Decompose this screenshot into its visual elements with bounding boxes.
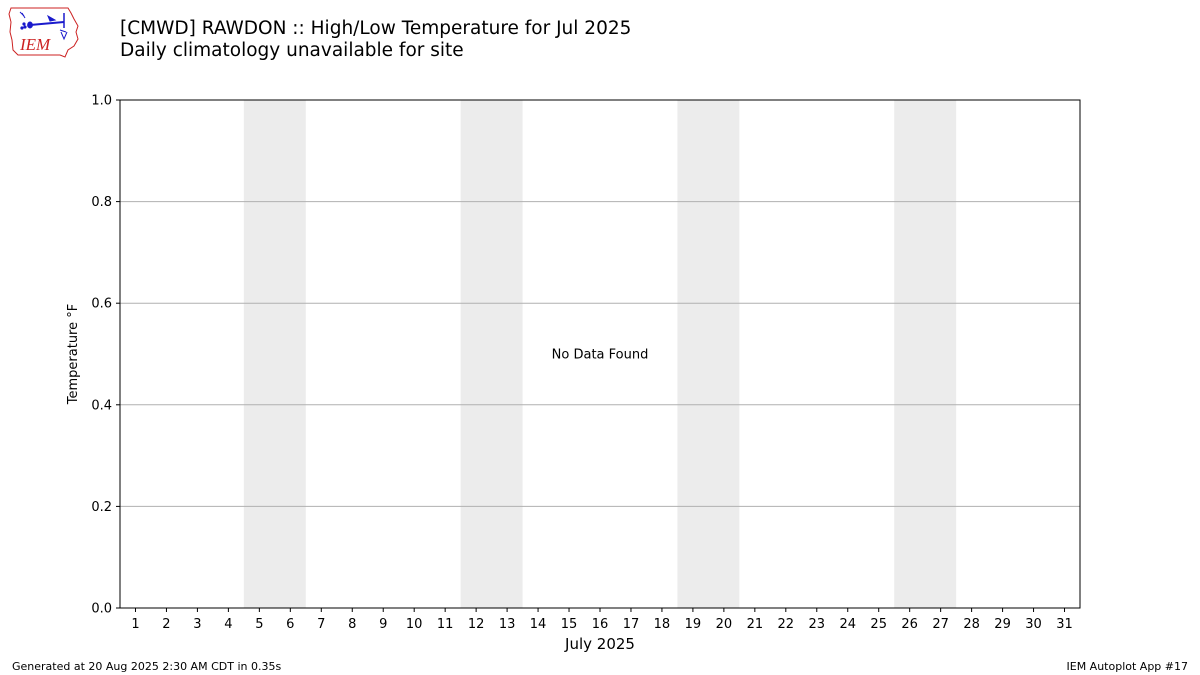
x-tick-label: 31 — [1056, 617, 1073, 632]
y-tick-label: 1.0 — [91, 94, 112, 109]
x-tick-label: 29 — [994, 617, 1011, 632]
x-tick-label: 12 — [468, 617, 485, 632]
weather-station-icon — [19, 11, 68, 41]
grid-lines — [120, 201, 1080, 507]
weekend-bands — [243, 100, 957, 608]
logo-text: IEM — [19, 35, 51, 54]
y-tick-label: 0.4 — [91, 398, 112, 413]
weekend-band — [894, 100, 957, 608]
x-tick-label: 20 — [716, 617, 733, 632]
x-tick-label: 8 — [348, 617, 356, 632]
weekend-band — [460, 100, 523, 608]
x-tick-label: 5 — [255, 617, 263, 632]
no-data-annotation: No Data Found — [552, 348, 649, 363]
x-tick-label: 13 — [499, 617, 516, 632]
y-axis: 0.0 0.2 0.4 0.6 0.8 1.0 — [91, 94, 120, 617]
y-tick-label: 0.6 — [91, 297, 112, 312]
y-tick-label: 0.2 — [91, 500, 112, 515]
x-tick-label: 19 — [685, 617, 702, 632]
x-tick-label: 16 — [592, 617, 609, 632]
x-axis-label: July 2025 — [564, 635, 635, 653]
x-tick-label: 14 — [530, 617, 547, 632]
x-tick-label: 4 — [224, 617, 232, 632]
x-tick-label: 22 — [778, 617, 795, 632]
chart-title: [CMWD] RAWDON :: High/Low Temperature fo… — [120, 18, 632, 39]
x-tick-label: 26 — [901, 617, 918, 632]
generated-timestamp: Generated at 20 Aug 2025 2:30 AM CDT in … — [12, 660, 282, 673]
x-tick-label: 30 — [1025, 617, 1042, 632]
x-tick-label: 28 — [963, 617, 980, 632]
x-tick-label: 27 — [932, 617, 949, 632]
x-tick-label: 18 — [654, 617, 671, 632]
y-tick-label: 0.8 — [91, 195, 112, 210]
x-tick-label: 21 — [747, 617, 764, 632]
x-tick-label: 17 — [623, 617, 640, 632]
x-tick-label: 15 — [561, 617, 578, 632]
x-tick-label: 23 — [809, 617, 826, 632]
chart-subtitle: Daily climatology unavailable for site — [120, 40, 464, 61]
weekend-band — [677, 100, 740, 608]
weekend-band — [243, 100, 306, 608]
x-tick-label: 10 — [406, 617, 423, 632]
x-tick-label: 7 — [317, 617, 325, 632]
x-axis: 1 2 3 4 5 6 7 8 9 10 11 12 13 14 15 16 17 18 19 20 21 22 23 24 2… — [131, 608, 1073, 632]
iem-logo: IEM — [8, 7, 79, 58]
app-label: IEM Autoplot App #17 — [1066, 660, 1189, 673]
y-axis-label: Temperature °F — [66, 304, 81, 405]
x-tick-label: 24 — [839, 617, 856, 632]
iowa-state-outline-icon — [8, 7, 79, 58]
x-tick-label: 3 — [193, 617, 201, 632]
x-tick-label: 25 — [870, 617, 887, 632]
y-tick-label: 0.0 — [91, 602, 112, 617]
x-tick-label: 11 — [437, 617, 454, 632]
x-tick-label: 6 — [286, 617, 294, 632]
x-tick-label: 9 — [379, 617, 387, 632]
x-tick-label: 2 — [162, 617, 170, 632]
x-tick-label: 1 — [131, 617, 139, 632]
